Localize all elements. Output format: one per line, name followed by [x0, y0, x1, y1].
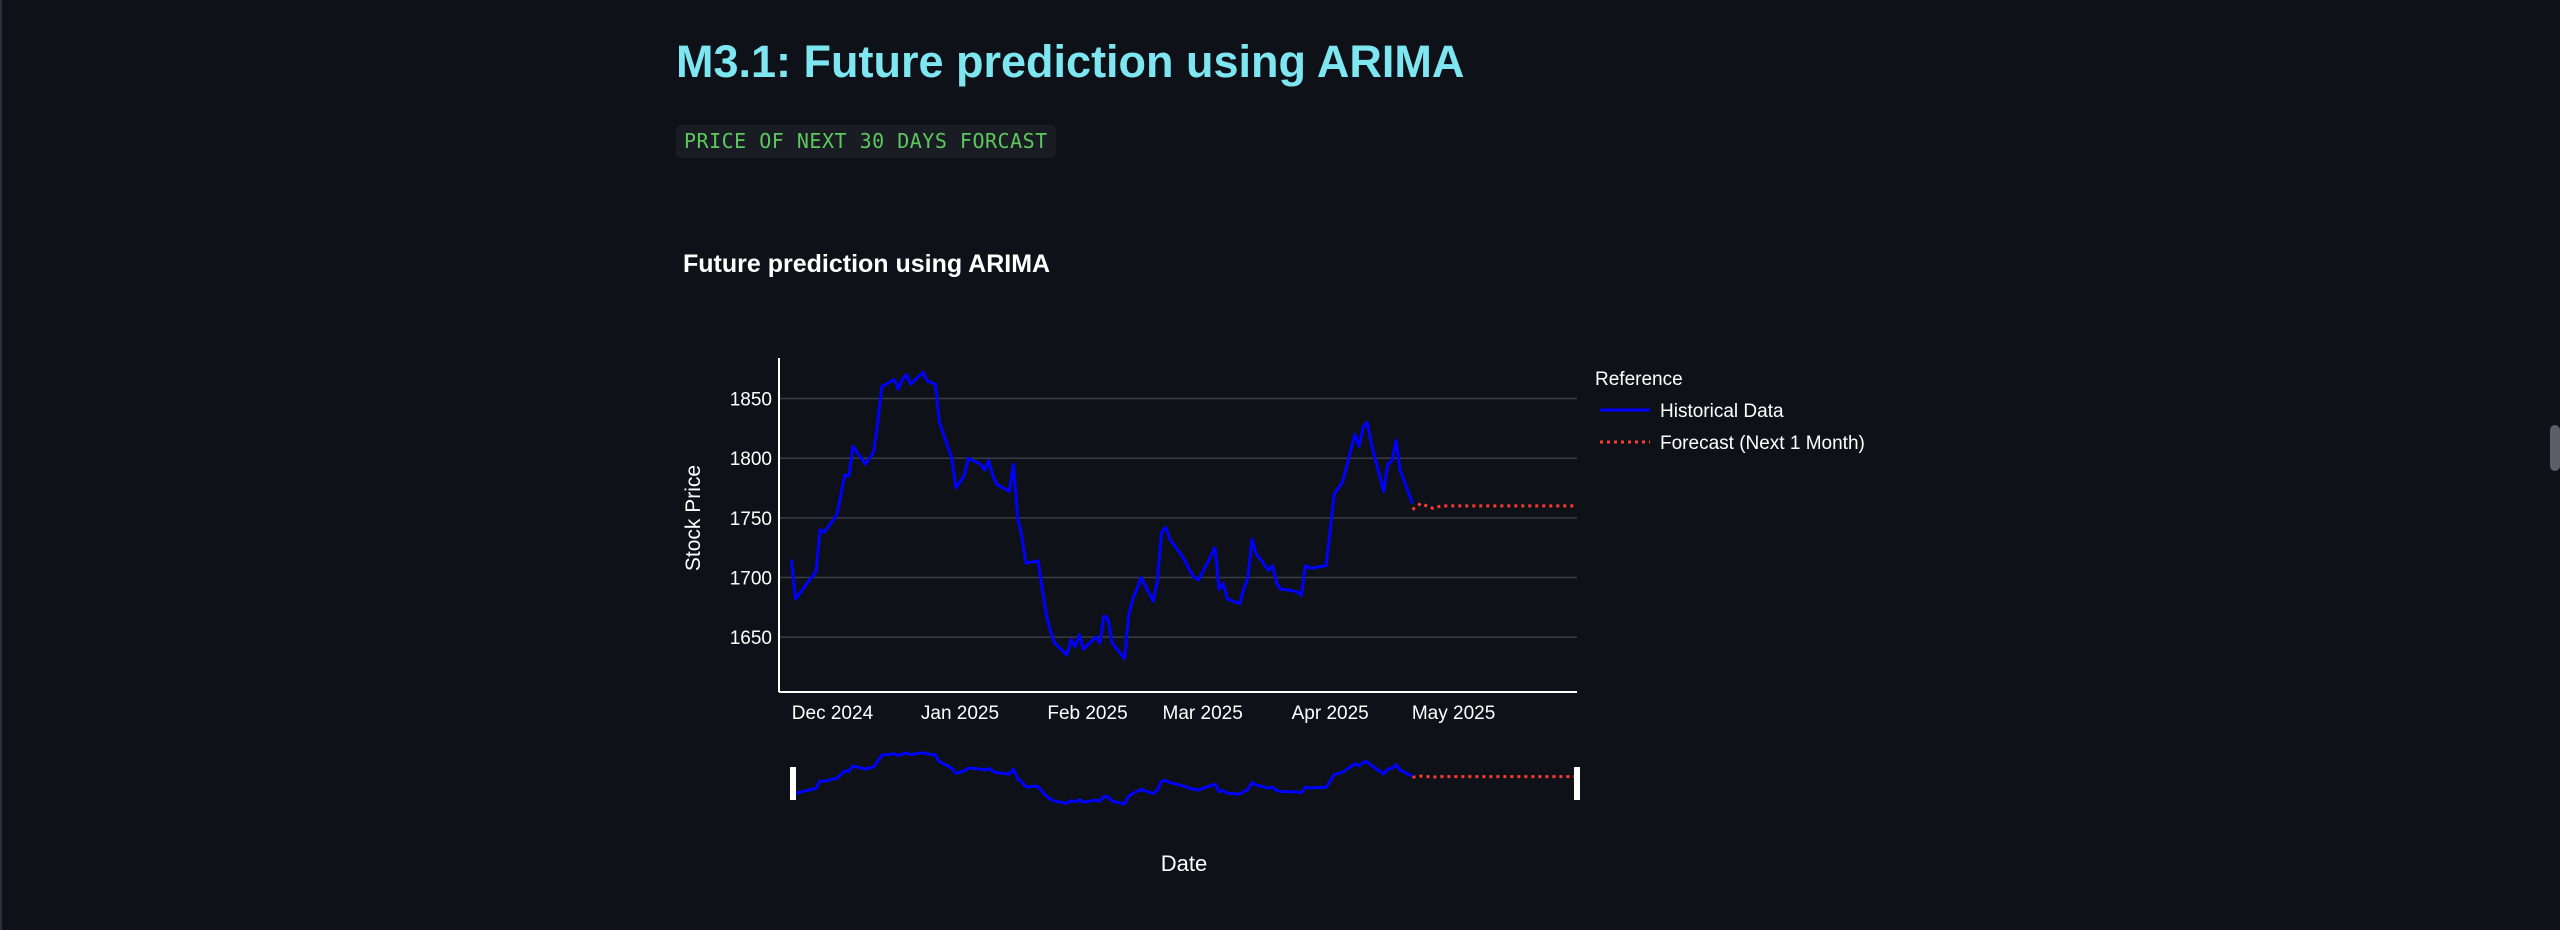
x-axis-label: Date [1161, 851, 1207, 876]
left-edge-divider [0, 0, 2, 930]
x-tick-label: May 2025 [1412, 703, 1495, 724]
x-tick-label: Dec 2024 [792, 703, 874, 724]
legend-item-historical[interactable]: Historical Data [1600, 401, 1784, 422]
historical-data-line [789, 370, 1414, 661]
x-tick-label: Apr 2025 [1292, 703, 1369, 724]
forecast-line [1411, 502, 1577, 511]
x-tick-label: Jan 2025 [921, 703, 999, 724]
legend-item-forecast[interactable]: Forecast (Next 1 Month) [1600, 433, 1865, 454]
code-label: PRICE OF NEXT 30 DAYS FORCAST [676, 125, 1056, 158]
range-slider-forecast-line [1412, 774, 1577, 779]
legend: Reference Historical Data Forecast (Next… [1595, 369, 1865, 454]
range-slider-historical-line [790, 751, 1414, 806]
legend-title: Reference [1595, 369, 1683, 390]
legend-forecast-label: Forecast (Next 1 Month) [1660, 433, 1865, 454]
axes: 1650 1700 1750 1800 1850 Dec 2024 Jan 2025 Feb … [730, 358, 1577, 724]
legend-historical-label: Historical Data [1660, 401, 1784, 422]
page-title: M3.1: Future prediction using ARIMA [676, 36, 1465, 87]
x-tick-label: Feb 2025 [1047, 703, 1127, 724]
y-tick-label: 1750 [730, 509, 772, 530]
grid-lines [779, 397, 1577, 638]
y-tick-label: 1700 [730, 568, 772, 589]
y-tick-label: 1850 [730, 390, 772, 411]
chart-title: Future prediction using ARIMA [683, 250, 1050, 278]
plot-area [789, 370, 1577, 661]
page-scrollbar[interactable] [2550, 425, 2560, 471]
x-tick-label: Mar 2025 [1163, 703, 1243, 724]
y-tick-label: 1650 [730, 628, 772, 649]
y-tick-label: 1800 [730, 449, 772, 470]
y-axis-label: Stock Price [682, 465, 705, 571]
range-slider[interactable] [790, 751, 1580, 806]
